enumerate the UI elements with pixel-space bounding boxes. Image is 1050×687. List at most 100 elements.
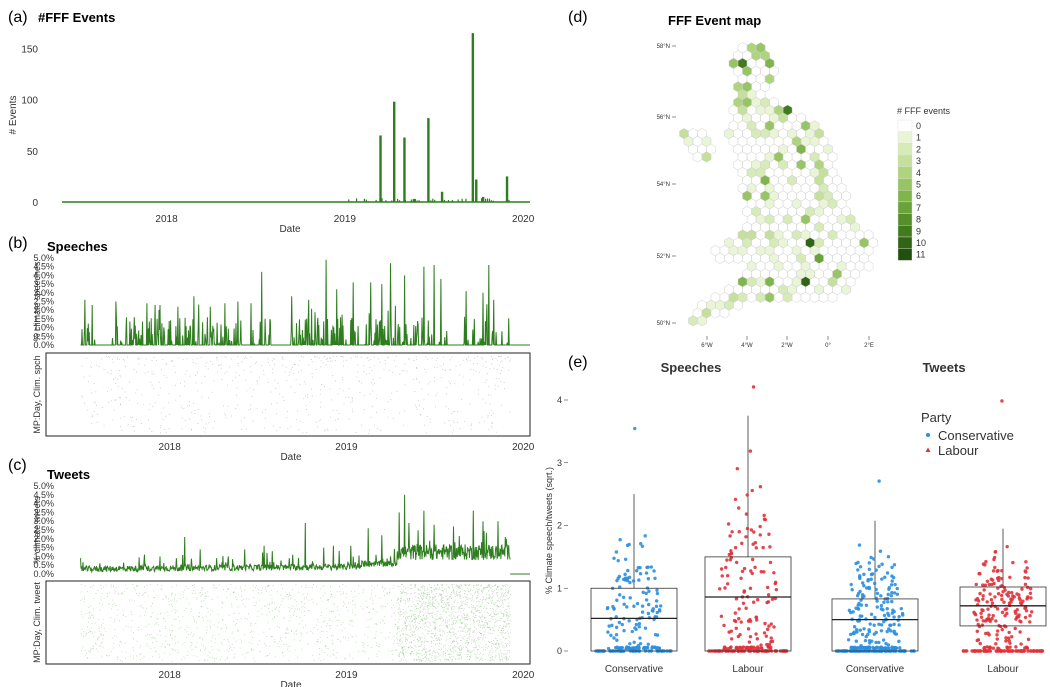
panel-c-raster-dot <box>481 589 483 591</box>
panel-c-raster-dot <box>386 592 388 594</box>
panel-b-raster-dot <box>416 408 418 410</box>
panel-c-raster-dot <box>467 584 469 586</box>
panel-c-raster-dot <box>440 618 442 619</box>
panel-d-legend-swatch <box>897 166 913 179</box>
panel-c-raster-dot <box>483 607 484 609</box>
panel-c-raster-dot <box>493 613 495 615</box>
panel-c-raster-dot <box>145 635 147 637</box>
panel-c-raster-dot <box>293 612 295 614</box>
panel-c-raster-dot <box>482 637 484 639</box>
panel-c-raster-dot <box>413 610 415 612</box>
panel-c-raster-dot <box>381 607 383 609</box>
panel-c-raster-dot <box>477 585 479 586</box>
panel-d-lat-tick: 58°N <box>657 44 670 50</box>
panel-c-raster-dot <box>417 641 419 643</box>
panel-b-raster-dot <box>329 357 331 359</box>
panel-c-raster-dot <box>440 616 442 618</box>
panel-c-raster-label: MP:Day, Clim. tweet <box>32 582 42 663</box>
panel-d-legend-swatch <box>897 154 913 168</box>
panel-c-raster-dot <box>213 624 215 626</box>
panel-b-raster-dot <box>477 388 479 390</box>
panel-c-raster-dot <box>429 602 431 604</box>
panel-c-raster-dot <box>352 609 354 611</box>
panel-c-raster-dot <box>495 650 497 652</box>
panel-b-raster-dot <box>200 415 202 417</box>
panel-c-raster-dot <box>502 585 504 587</box>
panel-b-raster-dot <box>341 356 343 357</box>
panel-c-raster-dot <box>433 622 435 624</box>
panel-c-raster-dot <box>171 638 173 640</box>
panel-e-point <box>857 543 862 547</box>
panel-c-raster-dot <box>498 656 500 658</box>
panel-c-raster-dot <box>357 650 359 652</box>
panel-c-raster-dot <box>506 659 508 661</box>
panel-c-raster-dot <box>312 632 314 634</box>
panel-c-raster-dot <box>412 597 414 599</box>
panel-c-raster-dot <box>343 636 344 638</box>
panel-c-raster-dot <box>152 602 153 604</box>
panel-c-raster-dot <box>325 625 327 627</box>
panel-e-point <box>1029 649 1034 653</box>
panel-c-raster-dot <box>86 633 88 635</box>
panel-c-raster-dot <box>456 584 457 586</box>
panel-c-raster-dot <box>103 634 105 636</box>
panel-c-raster-dot <box>401 646 402 647</box>
panel-c-raster-dot <box>112 604 114 606</box>
panel-c-raster-dot <box>421 591 423 593</box>
panel-c-raster-dot <box>482 654 484 656</box>
panel-c-raster-dot <box>80 633 82 635</box>
panel-c-raster-dot <box>234 653 236 655</box>
panel-c-raster-dot <box>469 630 471 632</box>
panel-c-raster-dot <box>418 658 420 660</box>
panel-c-raster-dot <box>463 622 465 624</box>
panel-e-point <box>858 628 862 632</box>
panel-e-point <box>748 634 753 639</box>
panel-c-raster-dot <box>180 594 182 596</box>
panel-c-raster-dot <box>494 604 496 606</box>
panel-e-point <box>638 572 643 576</box>
panel-c-raster-dot <box>448 604 450 606</box>
panel-c-raster-dot <box>475 615 477 617</box>
panel-c-raster-dot <box>136 585 138 587</box>
panel-c-raster-dot <box>490 657 492 659</box>
panel-c-raster-dot <box>431 612 433 614</box>
panel-b-raster-dot <box>186 370 188 372</box>
panel-c-raster-dot <box>220 628 222 630</box>
panel-c-raster-dot <box>351 620 353 622</box>
panel-c-raster-dot <box>411 634 413 636</box>
panel-c-raster-dot <box>214 660 216 662</box>
panel-c-raster-dot <box>252 631 254 633</box>
panel-e-point <box>875 645 879 650</box>
panel-c-raster-dot <box>265 635 267 637</box>
panel-c-raster-dot <box>207 607 209 609</box>
panel-e-point <box>615 638 619 642</box>
panel-c-raster-dot <box>407 618 409 620</box>
panel-c-raster-dot <box>280 594 282 596</box>
panel-c-raster-dot <box>420 603 422 605</box>
panel-c-raster-dot <box>333 604 335 606</box>
panel-c-raster-dot <box>473 621 475 623</box>
panel-c-raster-dot <box>503 628 504 630</box>
panel-c-raster-dot <box>282 655 284 657</box>
panel-e-point <box>622 628 626 633</box>
panel-c-raster-dot <box>436 611 438 613</box>
panel-c-raster-dot <box>494 584 496 586</box>
panel-c-raster-dot <box>434 651 436 653</box>
panel-e-point <box>1033 649 1038 653</box>
panel-a-event-bar <box>481 196 485 202</box>
panel-c-raster-dot <box>321 612 322 613</box>
panel-b-raster-dot <box>373 356 375 358</box>
panel-b-raster-dot <box>282 356 283 358</box>
panel-c-raster-dot <box>442 645 444 647</box>
panel-e-point <box>728 558 733 562</box>
panel-c-raster-dot <box>384 606 386 607</box>
panel-c-raster-dot <box>221 644 223 645</box>
panel-c-raster-dot <box>509 650 511 652</box>
panel-c-raster-dot <box>425 615 427 617</box>
panel-c-raster-dot <box>445 603 447 605</box>
panel-b-raster-dot <box>363 408 365 410</box>
panel-c-raster-dot <box>87 657 89 659</box>
panel-b-raster-dot <box>429 418 431 420</box>
panel-e-point <box>1028 613 1032 618</box>
panel-b-raster-dot <box>378 358 380 360</box>
